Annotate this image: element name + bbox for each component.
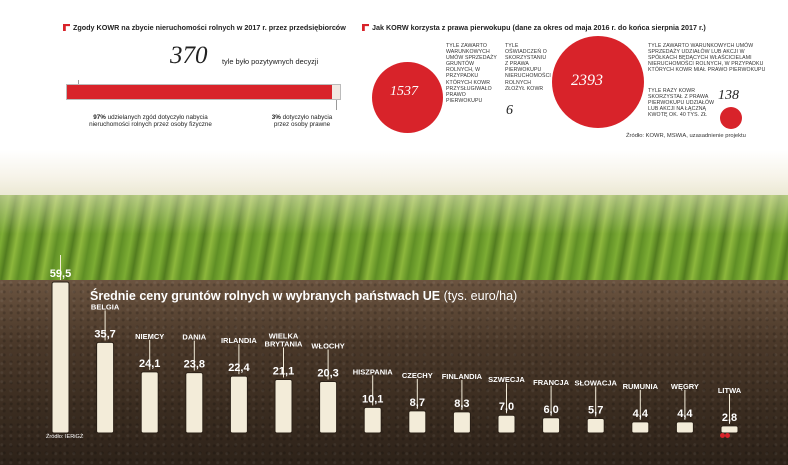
bar-category-label: FINLANDIA	[442, 372, 483, 381]
bar-category-label: SZWECJA	[488, 375, 525, 384]
circle-1537-value: 1537	[390, 84, 418, 99]
physical-text-b: nieruchomości rolnych przez osoby fizycz…	[89, 121, 212, 129]
kowr-consents-header: Zgody KOWR na zbycie nieruchomości rolny…	[63, 23, 346, 32]
bar-wielka-brytania	[274, 378, 293, 434]
soil-texture	[0, 280, 788, 465]
bar-category-label: IRLANDIA	[221, 336, 257, 345]
section-marker-icon	[63, 24, 70, 31]
bar-category-label: WŁOCHY	[311, 341, 344, 350]
circle-138-description: TYLE RAZY KOWR SKORZYSTAŁ Z PRAWA PIERWO…	[648, 88, 715, 119]
statements-value: 6	[506, 103, 513, 118]
bar-category-label: NIEMCY	[135, 332, 164, 341]
physical-text-a: udzielanych zgód dotyczyło nabycia	[107, 114, 208, 121]
bar-value-label: 10,1	[362, 393, 383, 405]
preemption-header-text: Jak KORW korzysta z prawa pierwokupu (da…	[372, 23, 706, 32]
bar-category-label: CZECHY	[402, 371, 433, 380]
bar-tick-right	[336, 100, 337, 110]
bar-słowacja	[586, 418, 605, 434]
bar-category-label: WIELKA BRYTANIA	[265, 331, 303, 348]
bar-category-label: DANIA	[182, 333, 206, 342]
bar-dania	[185, 372, 204, 434]
bar-value-label: 4,4	[677, 408, 693, 420]
bar-category-label: LITWA	[718, 386, 742, 395]
bar-value-label: 2,8	[722, 412, 737, 424]
bar-value-label: 8,3	[454, 398, 469, 410]
chart-title-text: Średnie ceny gruntów rolnych w wybranych…	[90, 289, 441, 303]
chart-title-unit: (tys. euro/ha)	[443, 289, 518, 303]
bar-value-label: 8,7	[410, 397, 425, 409]
statements-description: TYLE OŚWIADCZEŃ O SKORZYSTANIU Z PRAWA P…	[505, 43, 551, 92]
circle-1537	[372, 62, 443, 133]
legal-persons-note: 3% dotyczyło nabycia przez osoby prawne	[262, 114, 342, 129]
bar-francja	[542, 417, 561, 434]
circle-138-value: 138	[718, 88, 739, 103]
circle-138	[720, 107, 742, 129]
bar-litwa	[720, 425, 739, 434]
bar-category-label: BELGIA	[91, 302, 120, 311]
bar-węgry	[675, 421, 694, 434]
physical-percent: 97%	[93, 114, 106, 121]
bar-value-label: 35,7	[94, 328, 115, 340]
bar-belgia	[96, 341, 115, 434]
circle-1537-description: TYLE ZAWARTO WARUNKOWYCH UMÓW SPRZEDAŻY …	[446, 43, 497, 104]
circle-2393	[552, 36, 644, 128]
section-marker-icon	[362, 24, 369, 31]
chart-source: Źródło: IERiGŻ	[46, 434, 84, 440]
bar-category-label: HISZPANIA	[353, 367, 393, 376]
bar-hiszpania	[363, 406, 382, 434]
bar-value-label: 7,0	[499, 401, 514, 413]
bar-finlandia	[452, 411, 471, 434]
bar-holandia	[51, 281, 70, 434]
consents-share-bar	[66, 84, 341, 100]
bar-value-label: 21,1	[273, 365, 294, 377]
bar-value-label: 23,8	[184, 359, 205, 371]
circle-2393-value: 2393	[571, 72, 603, 89]
legal-text-a: dotyczyło nabycia	[282, 114, 333, 121]
bar-value-label: 4,4	[633, 408, 649, 420]
physical-persons-note: 97% udzielanych zgód dotyczyło nabycia n…	[63, 114, 238, 129]
land-price-bar-chart: 59,5HOLANDIA35,7BELGIA24,1NIEMCY23,8DANI…	[50, 255, 742, 434]
bar-category-label: WĘGRY	[671, 382, 699, 391]
preemption-header: Jak KORW korzysta z prawa pierwokupu (da…	[362, 23, 706, 32]
bar-irlandia	[229, 375, 248, 434]
bar-tick-left	[78, 80, 79, 84]
bar-value-label: 59,5	[50, 268, 71, 280]
bar-value-label: 20,3	[317, 367, 338, 379]
bar-włochy	[319, 380, 338, 434]
bar-value-label: 5,7	[588, 405, 603, 417]
soil-background	[0, 280, 788, 465]
bar-rumunia	[631, 421, 650, 434]
chart-title: Średnie ceny gruntów rolnych w wybranych…	[90, 289, 517, 303]
publisher-logo	[720, 433, 730, 440]
bar-szwecja	[497, 414, 516, 434]
bar-category-label: FRANCJA	[533, 378, 569, 387]
top-source: Źródło: KOWR, MSWiA, uzasadnienie projek…	[626, 133, 746, 139]
kowr-consents-header-text: Zgody KOWR na zbycie nieruchomości rolny…	[73, 23, 346, 32]
bar-czechy	[408, 410, 427, 434]
legal-percent: 3%	[271, 114, 281, 121]
bar-category-label: SŁOWACJA	[574, 379, 617, 388]
bar-category-label: RUMUNIA	[623, 382, 659, 391]
bar-value-label: 22,4	[228, 362, 250, 374]
bar-niemcy	[140, 371, 159, 434]
legal-text-b: przez osoby prawne	[273, 121, 331, 129]
circle-2393-description: TYLE ZAWARTO WARUNKOWYCH UMÓW SPRZEDAŻY …	[648, 43, 766, 74]
physical-persons-share-fill	[67, 85, 332, 99]
bar-value-label: 24,1	[139, 358, 160, 370]
bar-value-label: 6,0	[543, 404, 558, 416]
consents-total-caption: tyle było pozytywnych decyzji	[222, 57, 319, 66]
consents-total-number: 370	[170, 42, 208, 69]
